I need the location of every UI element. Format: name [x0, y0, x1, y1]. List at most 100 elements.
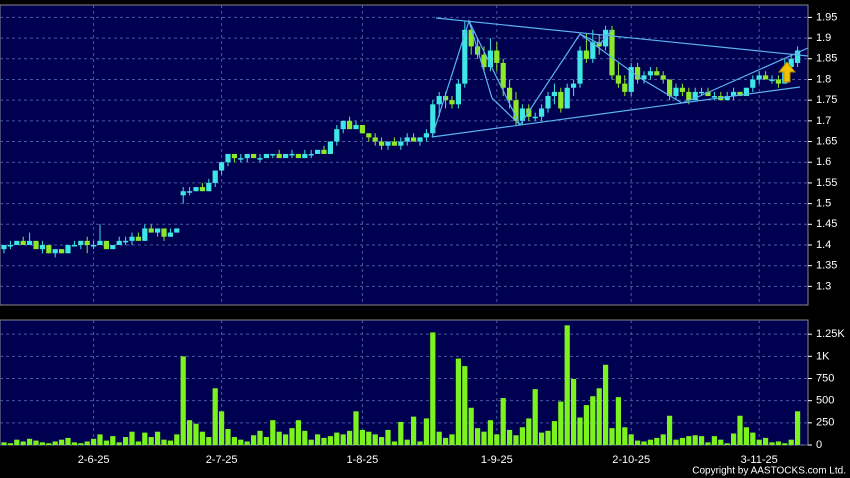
volume-bar [244, 441, 250, 445]
volume-bar [494, 434, 500, 445]
volume-bar [161, 439, 167, 445]
v-tick-label: 1K [816, 350, 830, 362]
volume-bar [743, 427, 749, 445]
candle-body [455, 83, 461, 105]
volume-bar [756, 439, 762, 445]
candle-body [129, 236, 135, 241]
volume-bar [507, 429, 513, 445]
y-tick-label: 1.3 [816, 280, 831, 292]
candle-body [52, 249, 58, 254]
volume-bar [673, 439, 679, 445]
copyright: Copyright by AASTOCKS.com Ltd. [692, 466, 846, 477]
candle-body [635, 67, 641, 80]
volume-bar [641, 441, 647, 445]
volume-bar [699, 436, 705, 445]
candle-body [622, 83, 628, 92]
volume-bar [577, 417, 583, 445]
volume-bar [59, 439, 65, 445]
y-tick-label: 1.6 [816, 156, 831, 168]
volume-bar [359, 429, 365, 445]
candle-body [340, 120, 346, 130]
y-tick-label: 1.95 [816, 11, 837, 23]
candle-body [295, 153, 301, 159]
volume-bar [129, 431, 135, 445]
candle-body [199, 187, 205, 192]
candle-body [276, 153, 282, 159]
volume-bar [110, 436, 116, 445]
volume-bar [558, 401, 564, 445]
v-tick-label: 250 [816, 417, 834, 429]
candle-body [110, 245, 116, 250]
y-tick-label: 1.8 [816, 73, 831, 85]
candle-body [519, 108, 525, 121]
candle-body [769, 79, 775, 81]
volume-bar [628, 434, 634, 445]
volume-bar [257, 430, 263, 445]
candle-body [263, 153, 269, 159]
y-tick-label: 1.45 [816, 218, 837, 230]
volume-bar [263, 437, 269, 445]
y-tick-label: 1.65 [816, 135, 837, 147]
candle-body [667, 79, 673, 97]
candle-body [577, 50, 583, 84]
volume-bar [583, 405, 589, 445]
volume-bar [571, 378, 577, 445]
volume-bar [654, 437, 660, 445]
volume-bar [705, 442, 711, 445]
candle-body [615, 75, 621, 84]
candle-body [97, 240, 103, 245]
candle-body [756, 75, 762, 80]
candle-body [14, 240, 20, 245]
volume-bar [327, 436, 333, 445]
volume-bar [231, 437, 237, 445]
candle-body [315, 149, 321, 154]
volume-bar [443, 437, 449, 445]
volume-bar [622, 427, 628, 445]
candle-body [545, 96, 551, 109]
volume-bar [686, 436, 692, 445]
volume-bar [148, 437, 154, 445]
candle-body [443, 96, 449, 101]
candle-body [347, 120, 353, 130]
v-tick-label: 500 [816, 395, 834, 407]
grid [0, 5, 808, 446]
candle-body [334, 129, 340, 142]
trend-lines [431, 17, 809, 138]
volume-bar [564, 325, 570, 445]
candle-body [423, 133, 429, 138]
candle-body [679, 87, 685, 92]
volume-bar [97, 434, 103, 445]
volume-bar [39, 442, 45, 445]
candle-body [711, 96, 717, 98]
volume-bar [65, 437, 71, 445]
volume-bar [782, 443, 788, 445]
candle-body [500, 62, 506, 88]
trend-line [468, 20, 521, 126]
candle-body [155, 228, 161, 233]
candle-body [590, 42, 596, 59]
volume-bar [135, 441, 141, 445]
volume-bar [219, 411, 225, 445]
volume-bar [539, 432, 545, 445]
volume-bar [417, 441, 423, 445]
volume-bar [238, 439, 244, 445]
candle-body [91, 245, 97, 247]
volume-bar [289, 428, 295, 445]
volume-bar [475, 428, 481, 445]
volume-bar [660, 434, 666, 445]
candle-body [532, 116, 538, 119]
volume-bar [123, 437, 129, 445]
volume-bar [7, 443, 13, 445]
y-tick-label: 1.75 [816, 94, 837, 106]
candle-body [647, 71, 653, 76]
v-tick-label: 750 [816, 372, 834, 384]
trend-line [435, 17, 809, 57]
volume-bar [46, 443, 52, 445]
volume-bar [391, 441, 397, 445]
v-tick-label: 1.25K [816, 328, 845, 340]
candle-body [660, 75, 666, 80]
candle-body [583, 50, 589, 59]
candle-body [33, 240, 39, 250]
candle-body [609, 29, 615, 76]
volume-bar [430, 332, 436, 445]
